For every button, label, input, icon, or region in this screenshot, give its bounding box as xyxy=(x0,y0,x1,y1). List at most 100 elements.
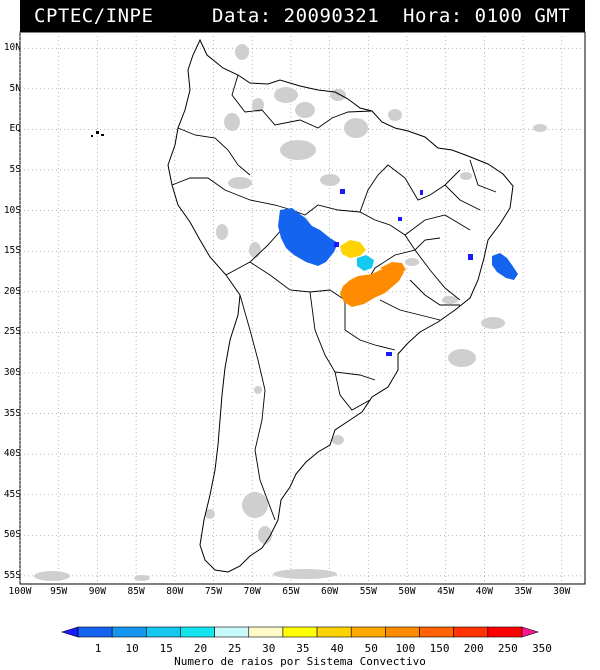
lightning-cluster-orange-ne xyxy=(380,262,406,274)
lightning-cell xyxy=(334,242,339,247)
cloud-patch xyxy=(235,44,249,60)
cloud-patch xyxy=(295,102,315,118)
lon-label: 100W xyxy=(8,586,32,597)
colorbar-swatch xyxy=(214,626,250,638)
cloud-patch xyxy=(134,575,150,581)
cloud-patch xyxy=(344,118,368,138)
border-line xyxy=(249,261,346,301)
lat-label: 50S xyxy=(3,529,21,541)
lat-label: 5S xyxy=(9,164,21,175)
cloud-patch xyxy=(34,571,70,581)
border-line xyxy=(404,214,471,236)
cloud-patch xyxy=(448,349,476,367)
lon-label: 55W xyxy=(359,586,377,597)
source-label: CPTEC/INPE xyxy=(34,5,154,27)
colorbar-swatch xyxy=(385,626,420,638)
lat-label: 25S xyxy=(3,326,21,338)
lightning-cell xyxy=(420,190,423,195)
lightning-systems xyxy=(278,189,518,356)
cloud-patch xyxy=(280,140,316,160)
colorbar-swatches xyxy=(60,626,540,638)
lat-label: 35S xyxy=(3,407,21,419)
colorbar-tick-label: 25 xyxy=(227,642,242,655)
cloud-cover xyxy=(34,44,547,581)
colorbar-swatch xyxy=(180,626,215,638)
lightning-cluster-blue-east xyxy=(492,253,518,280)
lightning-cell xyxy=(340,189,345,194)
lat-label: 5N xyxy=(9,82,21,94)
cloud-patch xyxy=(442,296,458,304)
lon-label: 35W xyxy=(514,586,532,597)
border-line xyxy=(344,300,396,351)
cloud-patch xyxy=(274,87,298,103)
lat-label: 45S xyxy=(3,488,21,500)
time-label: Hora: 0100 GMT xyxy=(403,5,571,27)
colorbar-swatch xyxy=(350,626,386,638)
lon-label: 40W xyxy=(475,586,493,597)
colorbar-swatch xyxy=(316,626,352,638)
lon-label: 90W xyxy=(88,586,106,597)
cloud-patch xyxy=(205,509,215,519)
border-line xyxy=(444,184,481,211)
cloud-patch xyxy=(330,89,346,101)
lat-label: 20S xyxy=(3,285,21,297)
cloud-patch xyxy=(460,172,472,180)
lon-label: 95W xyxy=(50,586,68,597)
lightning-cluster-cyan xyxy=(357,255,374,271)
lat-label: 10S xyxy=(3,204,21,216)
date-label: Data: 20090321 xyxy=(212,5,380,27)
lon-label: 80W xyxy=(166,586,184,597)
colorbar-caption: Numero de raios por Sistema Convectivo xyxy=(174,655,426,668)
colorbar-swatch xyxy=(248,626,284,638)
map-frame xyxy=(19,31,586,585)
colorbar xyxy=(60,626,540,638)
island xyxy=(91,135,93,137)
lon-label: 75W xyxy=(204,586,223,597)
colorbar-swatch xyxy=(453,626,489,638)
lon-label: 30W xyxy=(553,586,571,597)
island xyxy=(96,131,99,134)
border-line xyxy=(359,164,406,213)
colorbar-tick-label: 15 xyxy=(159,642,173,655)
lightning-cluster-orange-main xyxy=(340,265,404,307)
lat-label: 55S xyxy=(3,569,21,581)
colorbar-tick-label: 40 xyxy=(330,642,344,655)
cloud-patch xyxy=(273,569,337,579)
colorbar-swatch xyxy=(487,626,523,638)
lon-label: 45W xyxy=(437,586,455,597)
border-line xyxy=(469,159,497,193)
lon-label: 70W xyxy=(243,586,261,597)
datetime-label: Data: 20090321 Hora: 0100 GMT xyxy=(212,5,570,27)
colorbar-tick-label: 30 xyxy=(262,642,276,655)
country-borders xyxy=(171,74,497,521)
map-header: CPTEC/INPE Data: 20090321 Hora: 0100 GMT xyxy=(20,0,585,32)
cloud-patch xyxy=(254,386,262,394)
border-line xyxy=(171,177,293,211)
border-line xyxy=(409,279,460,306)
lon-label: 50W xyxy=(398,586,416,597)
graticule xyxy=(19,32,585,584)
border-line xyxy=(374,219,416,251)
lightning-cell xyxy=(468,254,473,260)
colorbar-swatch xyxy=(419,626,454,638)
lat-label: 15S xyxy=(3,245,21,257)
cloud-patch xyxy=(481,317,505,329)
colorbar-swatch xyxy=(282,626,318,638)
border-line xyxy=(414,249,461,301)
border-line xyxy=(231,74,373,129)
colorbar-tick-label: 250 xyxy=(497,642,518,655)
lon-label: 65W xyxy=(282,586,300,597)
cloud-patch xyxy=(242,492,268,518)
colorbar-tick-label: 35 xyxy=(296,642,310,655)
island xyxy=(101,134,104,136)
cloud-patch xyxy=(258,526,272,544)
colorbar-swatch xyxy=(111,626,147,638)
lightning-cluster-yellow xyxy=(340,240,366,258)
lon-label: 85W xyxy=(127,586,145,597)
colorbar-tick-label: 50 xyxy=(364,642,378,655)
colorbar-tick-label: 350 xyxy=(532,642,552,655)
cloud-patch xyxy=(249,242,261,258)
colorbar-tick-label: 200 xyxy=(463,642,484,655)
lat-label: 40S xyxy=(3,448,21,460)
